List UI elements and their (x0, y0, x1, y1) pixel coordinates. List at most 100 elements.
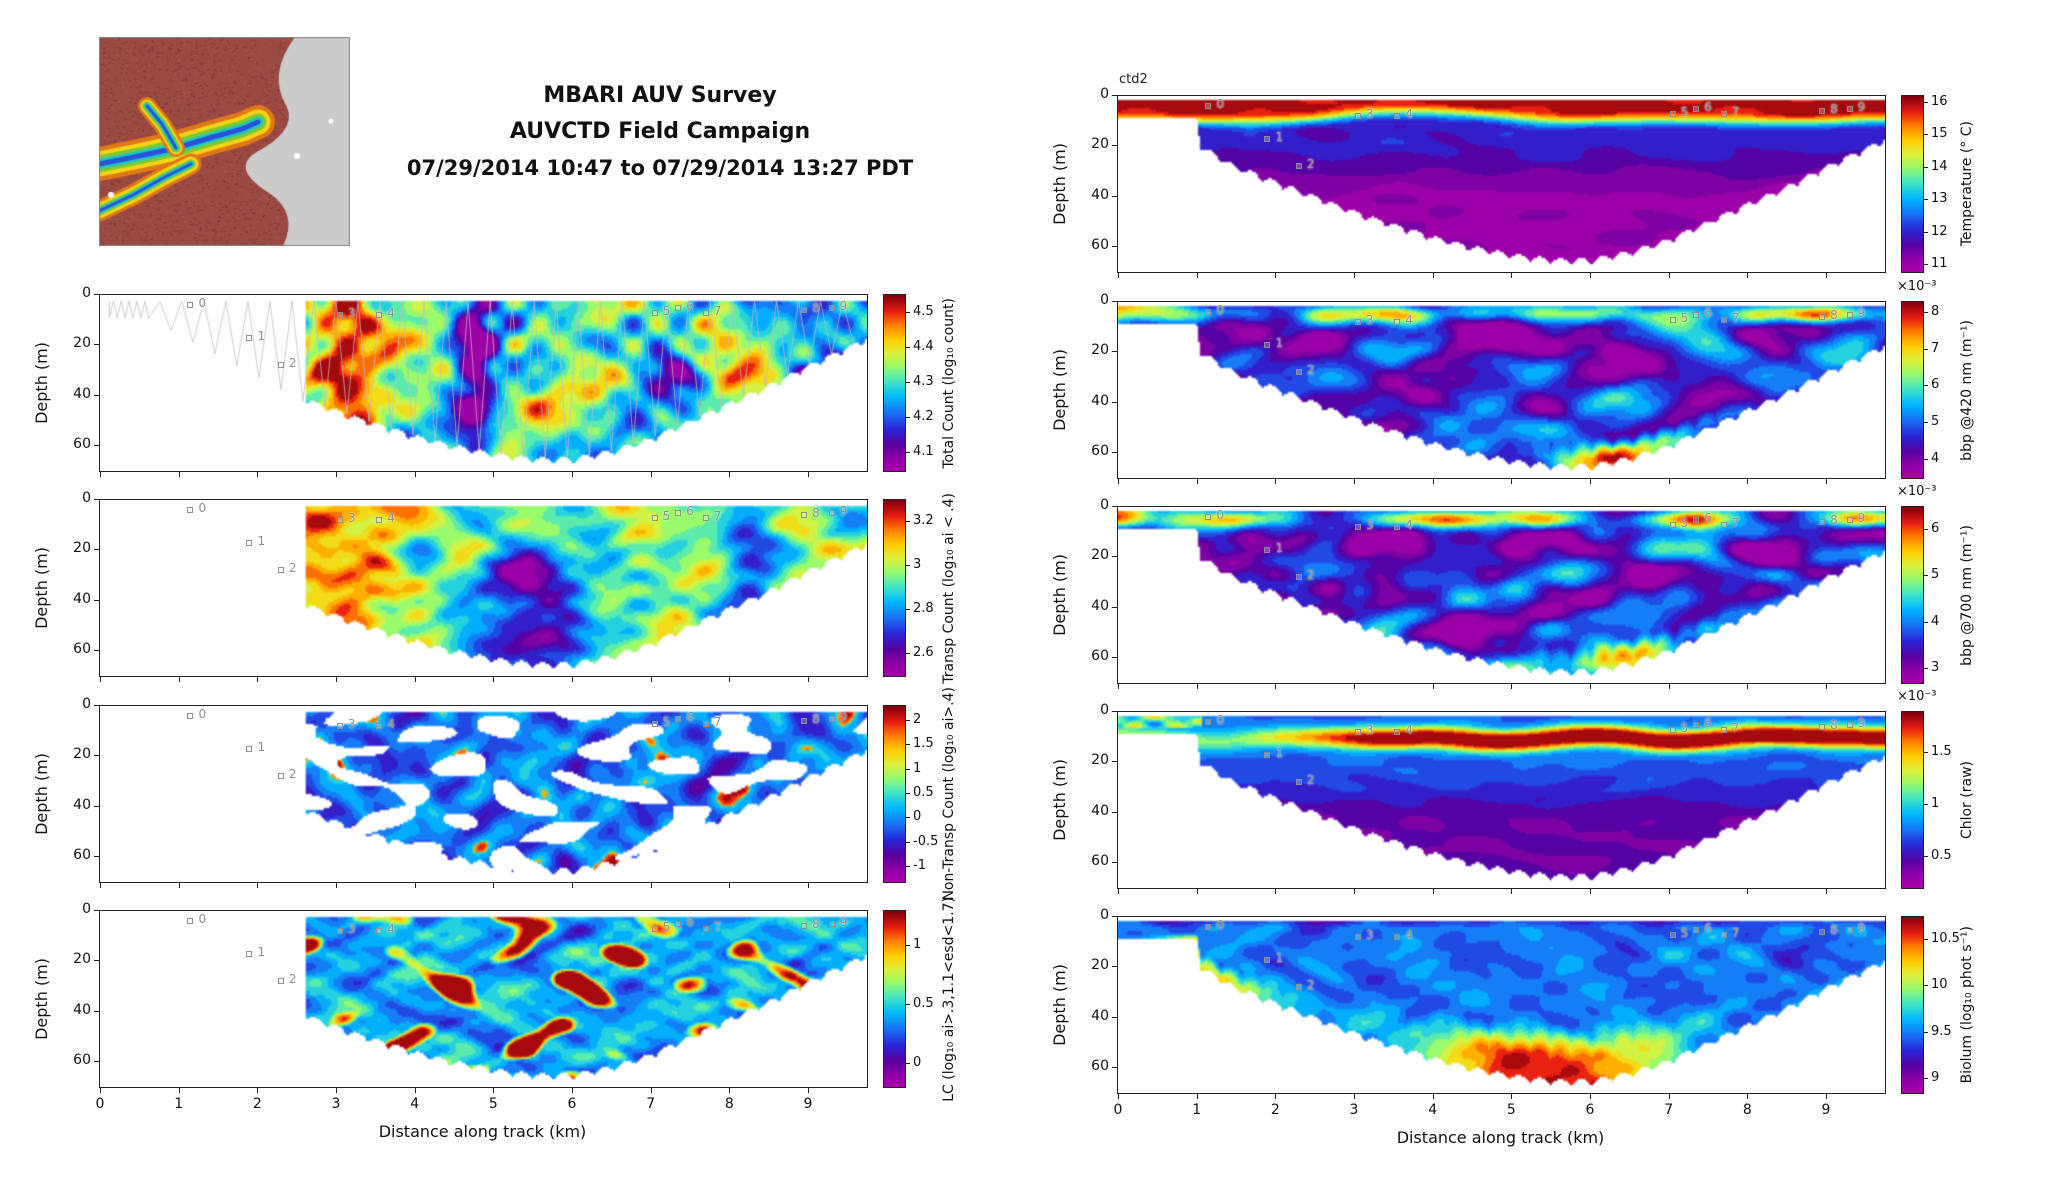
waypoint-marker (187, 507, 194, 514)
waypoint-label: 4 (387, 717, 395, 732)
x-tick-mark (650, 1088, 652, 1093)
waypoint-label: 8 (1830, 718, 1838, 733)
colorbar-tick-label: 10 (1931, 977, 1948, 993)
colorbar-tick-label: 2.6 (913, 645, 934, 660)
y-tick-label: 0 (1100, 497, 1109, 513)
waypoint-label: 2 (1306, 978, 1315, 993)
y-tick-mark (1112, 811, 1117, 813)
waypoint-marker (1354, 319, 1361, 326)
x-tick-label: 9 (1821, 1102, 1831, 1118)
x-tick-mark (336, 883, 337, 888)
colorbar-gradient-bbp-420 (1902, 302, 1923, 478)
waypoint-marker (702, 720, 709, 727)
waypoint-marker (1205, 103, 1212, 110)
y-tick-mark (1112, 711, 1117, 712)
x-tick-mark (257, 472, 259, 477)
y-tick-label: 60 (1091, 236, 1109, 253)
waypoint-label: 9 (1857, 99, 1866, 114)
colorbar-tick-label: 16 (1931, 93, 1948, 109)
waypoint-label: 5 (662, 714, 671, 729)
y-tick-mark (1112, 401, 1117, 403)
x-tick-mark (1826, 479, 1827, 484)
y-tick-mark (1112, 966, 1117, 968)
x-tick-mark (1118, 479, 1119, 484)
waypoint-label: 5 (1680, 104, 1689, 119)
waypoint-marker (1693, 926, 1700, 933)
title-line-3: 07/29/2014 10:47 to 07/29/2014 13:27 PDT (406, 156, 914, 180)
colorbar-label-text: bbp @700 nm (m⁻¹) (1959, 524, 1975, 666)
waypoint-label: 4 (1405, 313, 1413, 328)
waypoint-marker (651, 514, 658, 521)
colorbar-tick-label: 7 (1931, 340, 1940, 356)
x-tick-mark (1354, 479, 1355, 484)
waypoint-marker (277, 773, 284, 780)
waypoint-marker (675, 920, 682, 927)
x-tick-label: 7 (646, 1096, 656, 1112)
colorbar-tick-label: 4.4 (913, 338, 934, 354)
x-tick-label: 5 (1506, 1102, 1516, 1118)
waypoint-marker (1264, 546, 1271, 553)
waypoint-marker (246, 539, 253, 546)
waypoint-label: 2 (1306, 568, 1315, 583)
waypoint-label: 0 (1216, 713, 1225, 728)
waypoint-marker (1669, 726, 1676, 733)
waypoint-marker (1295, 163, 1302, 170)
waypoint-label: 9 (1857, 305, 1866, 320)
waypoint-marker (1354, 934, 1361, 941)
waypoint-label: 3 (347, 511, 356, 526)
x-tick-label: 6 (1585, 1102, 1595, 1118)
y-tick-mark (94, 649, 99, 651)
waypoint-marker (1354, 113, 1361, 120)
colorbar-tick-mark (1924, 529, 1928, 531)
waypoint-marker (828, 509, 835, 516)
figure-title: MBARI AUV Survey AUVCTD Field Campaign 0… (260, 78, 1060, 186)
y-tick-mark (94, 1010, 99, 1012)
waypoint-marker (246, 745, 253, 752)
colorbar-tick-mark (1924, 939, 1928, 941)
colorbar-tick-label: 4 (1931, 450, 1940, 466)
contour-bbp-420 (1118, 302, 1885, 478)
y-tick-mark (1112, 1066, 1117, 1068)
y-tick-label: 40 (1091, 597, 1109, 614)
waypoint-label: 3 (1365, 313, 1374, 328)
y-tick-label: 20 (1091, 547, 1109, 564)
waypoint-marker (1693, 721, 1700, 728)
colorbar-exponent: ×10⁻³ (1897, 689, 1937, 704)
x-tick-mark (1354, 273, 1355, 278)
colorbar-tick-mark (1924, 621, 1928, 623)
x-tick-mark (808, 472, 809, 477)
waypoint-label: 1 (1275, 745, 1284, 760)
waypoint-marker (1846, 311, 1853, 318)
colorbar-bbp-700 (1901, 506, 1924, 684)
waypoint-label: 7 (713, 303, 722, 318)
x-tick-mark (1432, 1094, 1434, 1099)
colorbar-tick-mark (1924, 575, 1928, 577)
waypoint-label: 4 (387, 306, 395, 321)
waypoint-marker (1295, 779, 1302, 786)
contour-chlor (1118, 712, 1885, 888)
x-tick-mark (1511, 273, 1513, 278)
waypoint-label: 2 (288, 767, 297, 782)
x-tick-mark (1747, 684, 1749, 689)
waypoint-marker (1693, 516, 1700, 523)
y-tick-label: 20 (73, 746, 91, 763)
colorbar-tick-mark (1924, 199, 1928, 201)
y-tick-mark (94, 805, 99, 807)
waypoint-label: 9 (839, 914, 848, 929)
y-tick-label: 0 (1100, 292, 1109, 308)
colorbar-exponent: ×10⁻³ (1897, 484, 1937, 499)
x-tick-mark (729, 883, 731, 888)
x-tick-label: 3 (331, 1096, 341, 1112)
y-tick-label: 40 (1091, 186, 1109, 203)
y-tick-mark (1112, 1016, 1117, 1018)
x-tick-mark (1668, 889, 1670, 894)
waypoint-label: 0 (198, 912, 207, 927)
x-tick-label: 1 (1192, 1102, 1202, 1118)
colorbar-tick-mark (906, 945, 910, 947)
waypoint-label: 1 (1275, 950, 1284, 965)
